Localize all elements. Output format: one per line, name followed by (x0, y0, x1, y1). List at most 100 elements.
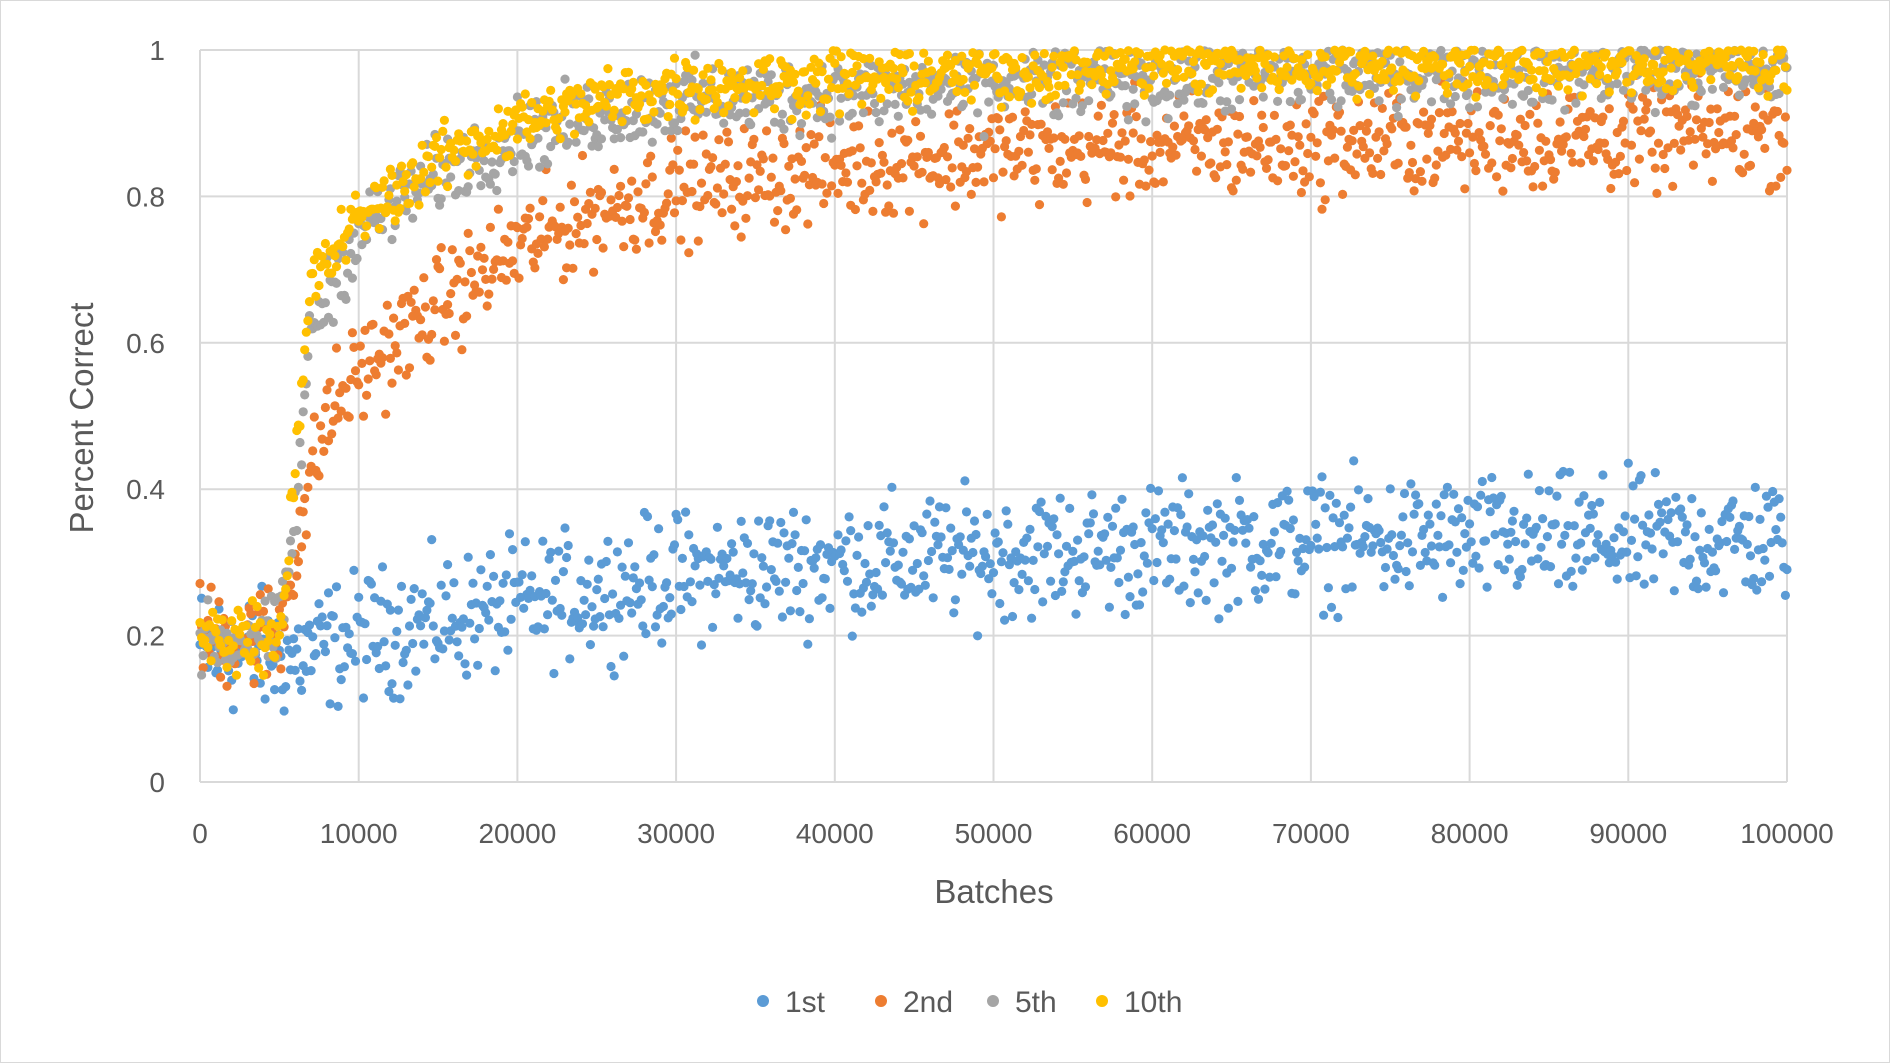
point-10th (322, 259, 332, 269)
point-1st (500, 627, 510, 637)
point-2nd (1779, 138, 1789, 148)
point-2nd (1131, 112, 1141, 122)
point-2nd (687, 186, 697, 197)
x-axis-title: Batches (934, 873, 1053, 910)
point-2nd (714, 135, 724, 145)
point-1st (1744, 511, 1754, 522)
point-10th (1015, 88, 1026, 98)
point-2nd (525, 203, 535, 213)
point-10th (1604, 87, 1614, 97)
point-1st (401, 645, 411, 655)
point-5th (593, 142, 603, 152)
point-1st (1623, 458, 1633, 468)
point-2nd (958, 140, 968, 150)
point-2nd (946, 182, 956, 192)
point-10th (206, 656, 216, 666)
point-10th (796, 96, 807, 106)
point-1st (1139, 551, 1149, 561)
point-1st (1774, 494, 1784, 504)
point-5th (295, 437, 305, 448)
point-2nd (850, 204, 861, 215)
point-10th (1749, 46, 1759, 56)
point-1st (1415, 560, 1425, 571)
point-10th (1526, 65, 1537, 75)
point-2nd (385, 353, 395, 363)
point-10th (1049, 51, 1059, 61)
point-1st (1223, 603, 1233, 613)
point-1st (1379, 582, 1389, 592)
point-5th (796, 119, 807, 129)
legend-label: 5th (1015, 986, 1057, 1019)
point-2nd (1212, 124, 1222, 134)
point-1st (317, 612, 327, 622)
point-2nd (1152, 130, 1162, 140)
point-1st (1339, 510, 1349, 520)
point-5th (638, 127, 648, 137)
point-2nd (584, 199, 594, 209)
point-1st (1169, 526, 1179, 536)
point-2nd (909, 161, 919, 171)
point-2nd (1561, 132, 1571, 142)
point-1st (1107, 521, 1118, 531)
point-1st (1266, 538, 1276, 548)
point-2nd (289, 590, 299, 601)
point-2nd (773, 206, 783, 216)
point-1st (1120, 609, 1130, 620)
point-1st (1071, 609, 1081, 619)
point-2nd (443, 300, 453, 310)
point-10th (492, 145, 502, 155)
point-2nd (706, 162, 716, 172)
point-1st (798, 578, 808, 589)
point-5th (1392, 103, 1402, 113)
point-2nd (1588, 156, 1598, 166)
point-2nd (895, 125, 905, 135)
legend-item-2nd: 2nd (875, 986, 953, 1019)
point-2nd (1023, 147, 1033, 157)
x-tick-label: 90000 (1589, 818, 1667, 849)
point-10th (504, 150, 515, 160)
point-10th (1187, 68, 1197, 79)
point-1st (971, 529, 981, 540)
point-2nd (1780, 112, 1790, 122)
point-2nd (1579, 131, 1589, 142)
point-1st (1485, 507, 1495, 517)
point-2nd (1426, 114, 1437, 124)
point-2nd (1434, 108, 1444, 118)
point-10th (1536, 48, 1546, 59)
point-1st (681, 507, 691, 517)
point-1st (811, 553, 821, 563)
point-10th (690, 115, 700, 125)
point-1st (1509, 506, 1519, 516)
point-10th (222, 662, 232, 672)
point-1st (982, 509, 992, 519)
point-10th (642, 114, 653, 124)
point-10th (401, 170, 411, 180)
point-2nd (1177, 135, 1187, 145)
point-5th (1690, 101, 1700, 111)
point-1st (1095, 560, 1105, 570)
point-1st (1776, 512, 1786, 522)
point-10th (1047, 62, 1057, 72)
point-2nd (776, 186, 786, 196)
point-10th (942, 50, 953, 60)
point-1st (866, 601, 876, 611)
point-2nd (460, 277, 470, 287)
point-2nd (944, 109, 954, 119)
point-2nd (622, 201, 632, 211)
point-1st (381, 661, 391, 671)
point-2nd (703, 190, 713, 201)
point-1st (1055, 493, 1065, 503)
point-1st (290, 665, 300, 676)
point-2nd (817, 179, 827, 189)
point-1st (1499, 565, 1510, 575)
point-1st (1431, 499, 1441, 509)
point-1st (1393, 564, 1403, 574)
point-10th (817, 67, 827, 77)
point-1st (1153, 486, 1164, 496)
point-10th (417, 140, 427, 150)
point-2nd (1373, 153, 1383, 163)
point-10th (1120, 54, 1130, 64)
point-5th (1163, 114, 1173, 124)
point-1st (614, 613, 624, 624)
point-2nd (1271, 134, 1281, 144)
